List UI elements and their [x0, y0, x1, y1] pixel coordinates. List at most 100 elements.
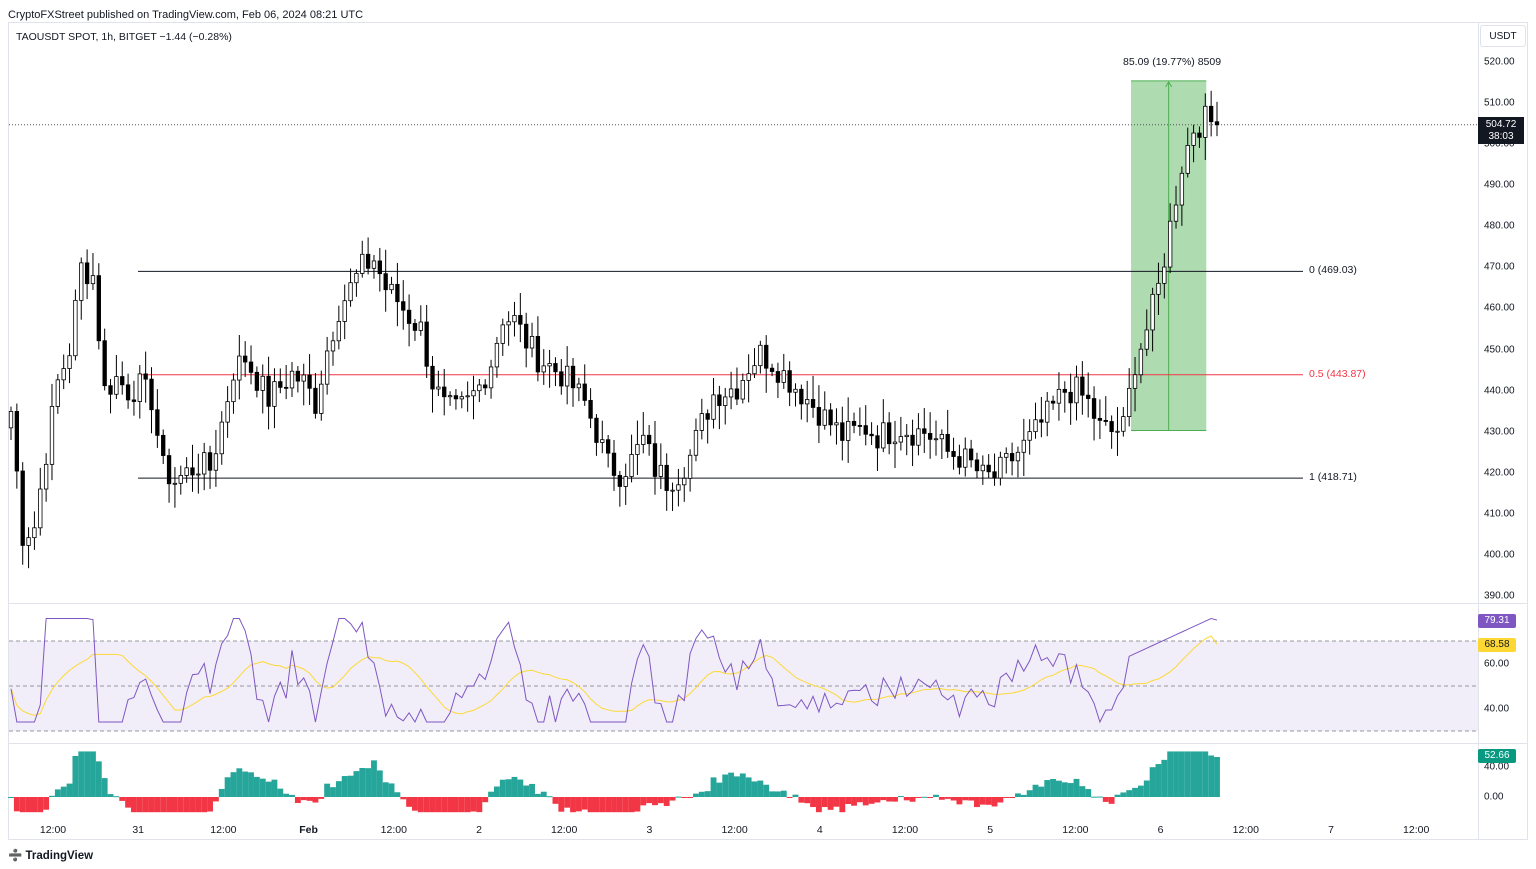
macd-hist-bar [49, 795, 55, 797]
macd-hist-bar [851, 797, 857, 806]
macd-hist-bar [1050, 778, 1057, 797]
candle-body [447, 395, 453, 398]
macd-hist-bar [628, 797, 635, 813]
candle-body [764, 344, 769, 369]
macd-hist-bar [1073, 778, 1080, 797]
macd-hist-bar [546, 796, 553, 798]
macd-hist-bar [160, 797, 167, 813]
candle-body [1132, 374, 1138, 389]
macd-hist-bar [974, 797, 980, 808]
macd-hist-bar [570, 797, 576, 813]
candle-body [237, 355, 242, 381]
tradingview-logo[interactable]: ➗ TradingView [8, 848, 93, 862]
macd-hist-bar [388, 783, 395, 797]
candle-body [1103, 419, 1108, 422]
macd-hist-bar [453, 797, 459, 813]
macd-hist-bar [1149, 767, 1156, 797]
candle-body [55, 379, 60, 407]
candle-body [1144, 329, 1149, 350]
macd-hist-bar [406, 797, 413, 807]
macd-hist-bar [1056, 780, 1062, 797]
bar-countdown: 38:03 [1488, 131, 1514, 142]
rsi-tick: 60.00 [1484, 658, 1510, 669]
chart-frame-bottom [8, 839, 1528, 840]
candle-body [869, 433, 874, 437]
macd-hist-bar [657, 797, 664, 804]
candle-body [307, 374, 312, 389]
candle-body [1015, 451, 1021, 462]
candle-body [664, 464, 669, 491]
price-tick: 410.00 [1484, 508, 1515, 520]
macd-hist-bar [915, 797, 922, 798]
macd-hist-bar [95, 761, 102, 797]
macd-hist-bar [1096, 796, 1103, 798]
candle-body [395, 283, 400, 303]
macd-hist-bar [43, 797, 50, 810]
candle-body [892, 441, 898, 445]
candle-body [1173, 204, 1179, 222]
time-tick: 12:00 [1403, 824, 1430, 836]
candle-body [120, 376, 125, 386]
candle-body [406, 309, 412, 324]
macd-hist-bar [1009, 797, 1016, 799]
time-tick: 12:00 [380, 824, 407, 836]
candle-body [166, 455, 172, 485]
macd-hist-bar [417, 797, 424, 813]
candle-body [1086, 394, 1091, 399]
candle-body [1009, 453, 1015, 462]
symbol-legend[interactable]: TAOUSDT SPOT, 1h, BITGET −1.44 (−0.28%) [16, 31, 232, 43]
rsi-line [10, 617, 1218, 724]
candle-body [1115, 430, 1120, 433]
macd-hist-bar [60, 786, 67, 797]
macd-hist-bar [534, 793, 541, 797]
candle-body [535, 336, 541, 373]
macd-hist-bar [523, 785, 530, 797]
macd-hist-bar [458, 797, 465, 813]
time-tick: 2 [476, 824, 482, 836]
macd-hist-bar [294, 797, 301, 804]
macd-hist-bar [880, 797, 887, 801]
macd-hist-bar [622, 797, 629, 813]
macd-hist-bar [312, 797, 319, 803]
candle-body [775, 371, 781, 383]
candle-body [453, 395, 459, 400]
candle-body [752, 365, 757, 375]
macd-hist-bar [1190, 751, 1197, 797]
macd-hist-bar [968, 797, 975, 801]
macd-hist-bar [728, 772, 735, 797]
macd-hist-bar [441, 797, 448, 813]
candle-body [863, 425, 868, 435]
candle-body [336, 321, 342, 342]
candle-body [114, 376, 119, 395]
time-tick: 12:00 [551, 824, 578, 836]
macd-hist-bar [698, 791, 705, 797]
macd-hist-bar [335, 781, 342, 797]
candle-body [1033, 419, 1038, 433]
candle-body [125, 384, 131, 401]
macd-hist-bar [804, 797, 811, 804]
candle-body [717, 394, 722, 406]
macd-hist-bar [1132, 787, 1138, 797]
candle-body [927, 433, 933, 440]
macd-hist-bar [131, 797, 137, 813]
candle-body [617, 475, 623, 487]
candle-body [289, 370, 295, 389]
macd-hist-bar [704, 791, 711, 797]
macd-hist-bar [997, 797, 1004, 803]
candle-body [565, 365, 570, 387]
candle-body [805, 399, 810, 405]
currency-button[interactable]: USDT [1480, 25, 1526, 47]
candle-body [149, 378, 154, 411]
macd-hist-bar [189, 797, 196, 813]
macd-hist-bar [271, 779, 278, 797]
candle-body [20, 470, 25, 546]
macd-hist-bar [365, 768, 372, 797]
last-price-badge: 504.72 38:03 [1478, 117, 1524, 144]
candle-body [676, 484, 681, 491]
macd-hist-bar [810, 797, 816, 808]
price-tick: 400.00 [1484, 549, 1515, 561]
candle-body [705, 413, 710, 420]
macd-hist-bar [687, 797, 694, 798]
candle-body [635, 444, 640, 455]
